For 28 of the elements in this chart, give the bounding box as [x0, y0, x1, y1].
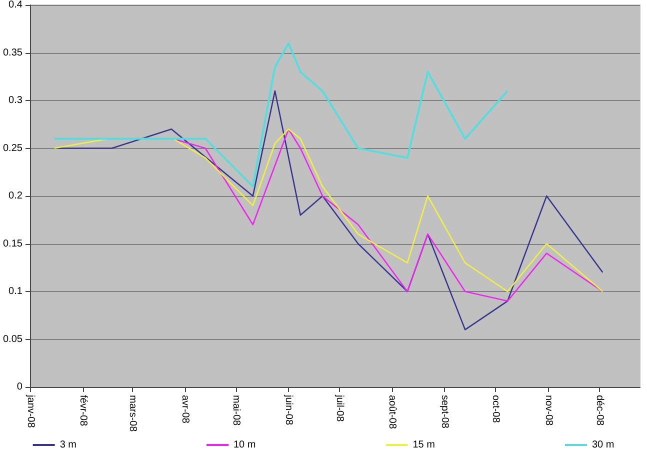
x-tick-label: avr-08	[179, 395, 190, 424]
x-tick-label: mars-08	[126, 395, 138, 432]
legend-label: 15 m	[412, 440, 435, 450]
x-tick-label: janv-08	[24, 394, 36, 428]
y-tick-label: 0.35	[2, 47, 23, 58]
x-tick-label: mai-08	[230, 395, 242, 426]
y-tick-label: 0.3	[8, 95, 23, 106]
y-tick-label: 0.2	[8, 190, 23, 202]
x-tick-label: sept-08	[439, 395, 450, 429]
x-tick-label: oct-08	[490, 395, 502, 424]
line-series	[54, 128, 604, 292]
legend-label: 30 m	[592, 440, 614, 450]
y-tick-label: 0.1	[8, 286, 23, 297]
line-series	[53, 42, 509, 188]
x-tick-label: févr-08	[78, 395, 89, 427]
x-tick-label: juil-08	[334, 394, 345, 422]
y-tick-label: 0.25	[2, 142, 23, 154]
line-series	[54, 90, 604, 330]
x-tick-label: août-08	[386, 395, 398, 430]
x-tick-label: juin-08	[283, 394, 294, 426]
y-tick-label: 0.05	[2, 334, 23, 345]
y-tick-label: 0	[16, 382, 23, 392]
x-tick-label: déc-08	[594, 395, 605, 426]
legend-label: 10 m	[233, 440, 256, 450]
legend-label: 3 m	[60, 440, 76, 450]
y-tick-label: 0.4	[8, 0, 23, 10]
x-tick-label: nov-08	[542, 395, 554, 426]
y-tick-label: 0.15	[2, 238, 23, 250]
